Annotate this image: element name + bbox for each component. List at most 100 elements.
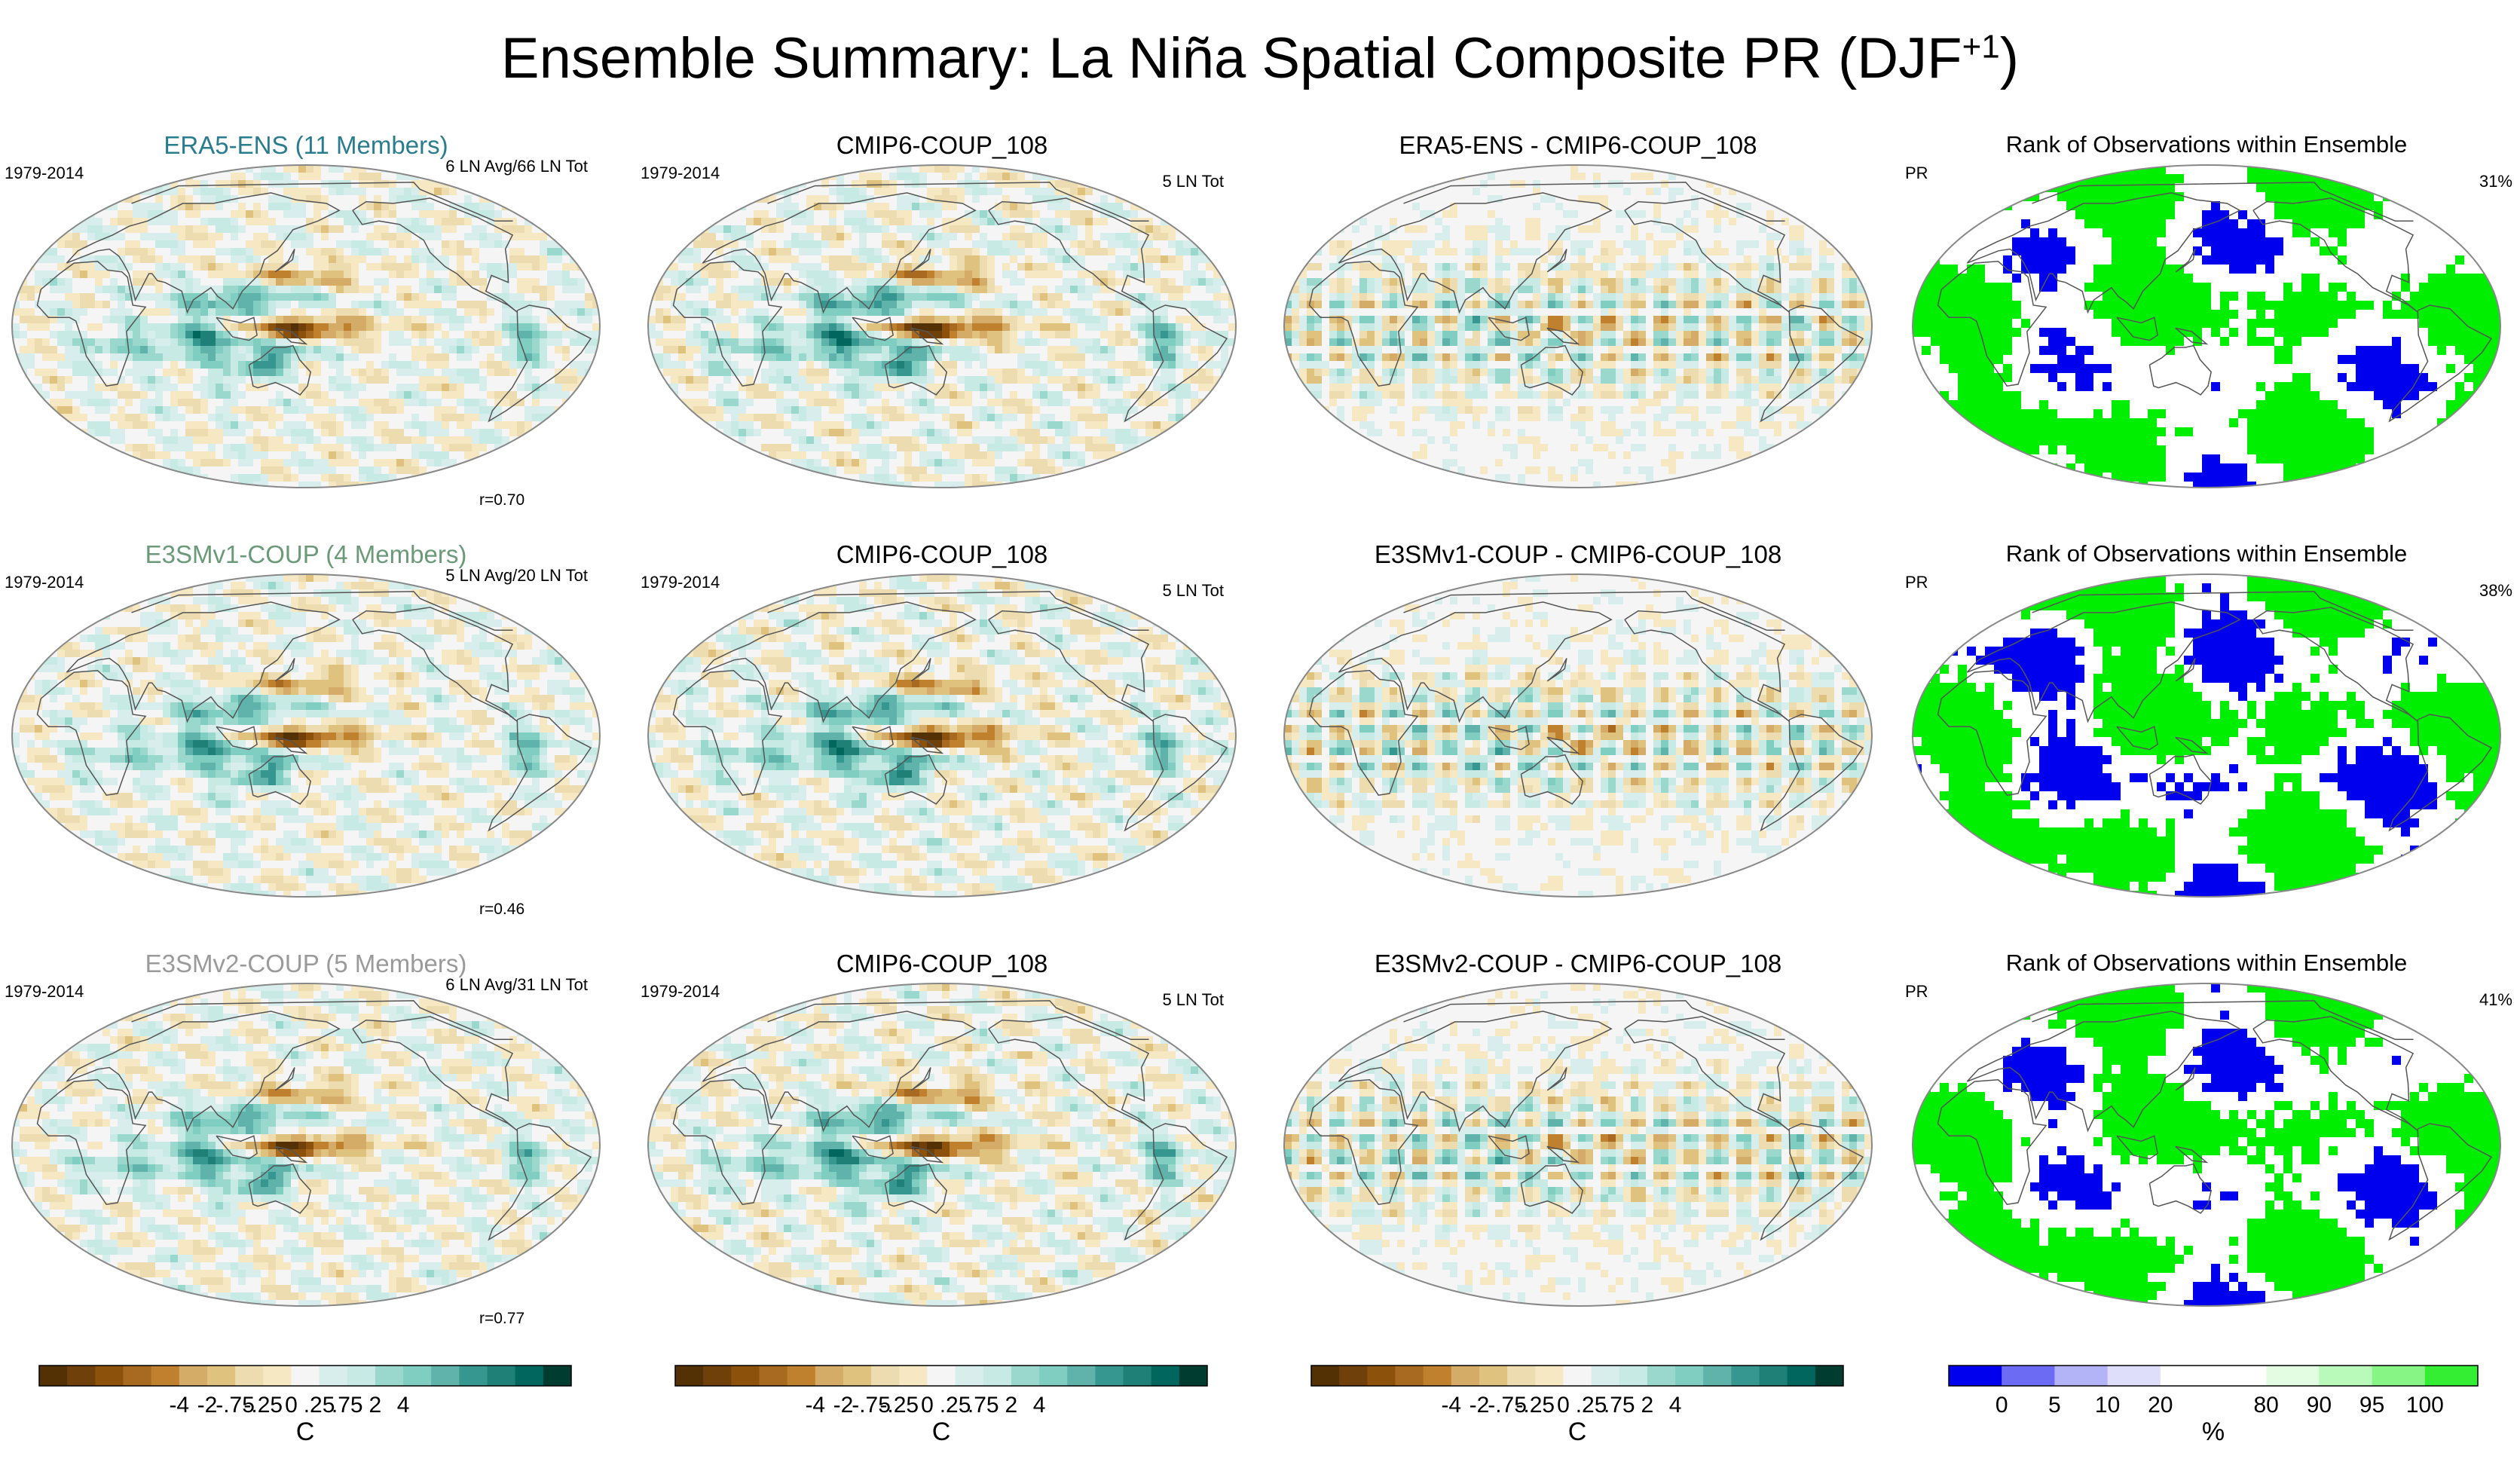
panel-r3-c4-coastline-8: [2175, 1067, 2196, 1091]
panel-r2-c4-coastline-3: [1966, 601, 2241, 723]
panel-r1-c1-left-label: 1979-2014: [5, 164, 84, 183]
panel-r1-c4-coastline-7: [2175, 327, 2209, 345]
panel-r2-c1-coastline-1: [488, 714, 592, 832]
panel-r1-c1-right-label: 6 LN Avg/66 LN Tot: [136, 157, 588, 176]
rank-colorbar-label-1: 5: [2009, 1393, 2099, 1418]
panel-r3-c4-left-label: PR: [1905, 982, 1928, 1002]
panel-r2-c3-coastline-6: [1488, 726, 1530, 751]
panel-r1-c3-coastline-6: [1488, 317, 1530, 341]
panel-r2-c1-correlation: r=0.46: [479, 901, 524, 919]
panel-r1-c1-coastline-1: [488, 304, 592, 423]
panel-r2-c3-map-outline: [1283, 573, 1873, 898]
diverging-colorbar-3-unit: C: [1306, 1418, 1849, 1447]
panel-r3-c4-coastline-6: [2116, 1135, 2158, 1160]
panel-r3-c1-map-outline: [11, 983, 601, 1307]
panel-r1-c2-coastline-8: [910, 249, 931, 273]
panel-r1-c2-coastline-2: [672, 261, 783, 387]
panel-r1-c3-coastline-1: [1760, 304, 1864, 423]
diverging-colorbar-1-label-2: -.75: [190, 1393, 280, 1418]
panel-r1-c1-coastline-6: [216, 317, 258, 341]
panel-r3-c2-coastline-3: [702, 1011, 977, 1133]
diverging-colorbar-1-label-3: -.25: [218, 1393, 308, 1418]
panel-r1-c2-map-outline: [647, 164, 1237, 488]
panel-r2-c3-coastline-1: [1760, 714, 1864, 832]
panel-r3-c1-coastline-8: [274, 1067, 295, 1091]
diverging-colorbar-3-label-8: 4: [1630, 1393, 1720, 1418]
panel-r1-c4-title: Rank of Observations within Ensemble: [1830, 131, 2520, 158]
panel-r3-c2-coastline-4: [884, 1163, 948, 1214]
panel-r3-c2-coastline-0: [988, 1016, 1154, 1131]
panel-r3-c3-coastline-7: [1546, 1145, 1580, 1164]
figure-title: Ensemble Summary: La Niña Spatial Compos…: [0, 26, 2520, 91]
panel-r2-c4-coastline-5: [2032, 591, 2414, 631]
panel-r1-c1-coastline-2: [36, 261, 147, 387]
panel-r2-c3-coastline-3: [1338, 601, 1613, 723]
panel-r2-c3-title: E3SMv1-COUP - CMIP6-COUP_108: [1201, 540, 1955, 569]
panel-r1-c1-coastline-5: [131, 182, 513, 222]
panel-r2-c3-field: [1284, 574, 1872, 897]
diverging-colorbar-1-label-7: 2: [330, 1393, 421, 1418]
panel-r3-c3-coastline-5: [1403, 1000, 1785, 1040]
panel-r2-c4-coastline-4: [2148, 754, 2213, 805]
panel-r2-c3-coastline-0: [1624, 607, 1791, 722]
figure-title-text: Ensemble Summary: La Niña Spatial Compos…: [501, 26, 1962, 90]
panel-r1-c1-coastline-7: [274, 327, 308, 345]
panel-r3-c4-coastline-1: [2388, 1123, 2493, 1241]
panel-r1-c2-coastline-4: [884, 344, 948, 396]
panel-r2-c1-coastline-3: [66, 601, 341, 723]
diverging-colorbar-1-label-6: .75: [302, 1393, 393, 1418]
panel-r1-c4-coastline-3: [1966, 192, 2241, 314]
panel-r1-c4-coastline-1: [2388, 304, 2493, 423]
panel-r2-c2-coastline-7: [910, 736, 944, 754]
panel-r1-c2-coastline-7: [910, 327, 944, 345]
diverging-colorbar-2-label-7: 2: [966, 1393, 1057, 1418]
panel-r2-c1-map-outline: [11, 573, 601, 898]
panel-r2-c1-coastline-8: [274, 658, 295, 682]
panel-r1-c1-coastline-4: [248, 344, 312, 396]
panel-r1-c2-coastline-3: [702, 192, 977, 314]
panel-r3-c3-map-outline: [1283, 983, 1873, 1307]
diverging-colorbar-2-label-0: -4: [770, 1393, 861, 1418]
diverging-colorbar-2-label-8: 4: [994, 1393, 1084, 1418]
panel-r3-c1-correlation: r=0.77: [479, 1310, 524, 1328]
panel-r1-c3-coastline-4: [1520, 344, 1584, 396]
panel-r3-c2-coastline-1: [1124, 1123, 1228, 1241]
panel-r2-c2-title: CMIP6-COUP_108: [565, 540, 1319, 569]
panel-r3-c1-coastline-4: [248, 1163, 312, 1214]
panel-r1-c3-coastline-8: [1546, 249, 1567, 273]
rank-colorbar-label-2: 10: [2063, 1393, 2153, 1418]
panel-r1-c3-title: ERA5-ENS - CMIP6-COUP_108: [1201, 131, 1955, 160]
diverging-colorbar-1-label-4: 0: [246, 1393, 336, 1418]
panel-r1-c3-coastline-7: [1546, 327, 1580, 345]
rank-colorbar-label-4: 80: [2221, 1393, 2311, 1418]
panel-r1-c4-coastline-4: [2148, 344, 2213, 396]
panel-r3-c3-coastline-1: [1760, 1123, 1864, 1241]
panel-r3-c3-coastline-0: [1624, 1016, 1791, 1131]
panel-r2-c1-coastline-7: [274, 736, 308, 754]
rank-colorbar-label-3: 20: [2115, 1393, 2206, 1418]
panel-r3-c2-map-outline: [647, 983, 1237, 1307]
rank-colorbar-label-5: 90: [2274, 1393, 2364, 1418]
panel-r1-c4-right-label: 31%: [2060, 172, 2512, 191]
panel-r1-c2-coastline-5: [767, 182, 1149, 222]
panel-r1-c1-coastline-8: [274, 249, 295, 273]
diverging-colorbar-3-label-1: -2: [1434, 1393, 1525, 1418]
panel-r1-c2-right-label: 5 LN Tot: [772, 172, 1224, 191]
panel-r3-c4-coastline-7: [2175, 1145, 2209, 1164]
panel-r2-c1-coastline-4: [248, 754, 312, 805]
panel-r3-c4-map-outline: [1912, 983, 2501, 1307]
panel-r2-c1-coastline-6: [216, 726, 258, 751]
rank-colorbar-label-6: 95: [2327, 1393, 2418, 1418]
panel-r3-c1-coastline-7: [274, 1145, 308, 1164]
diverging-colorbar-3-label-4: 0: [1518, 1393, 1608, 1418]
diverging-colorbar-1-label-0: -4: [134, 1393, 225, 1418]
panel-r2-c2-coastline-3: [702, 601, 977, 723]
diverging-colorbar-3-label-7: 2: [1602, 1393, 1693, 1418]
panel-r1-c4-coastline-5: [2032, 182, 2414, 222]
panel-r1-c2-left-label: 1979-2014: [641, 164, 720, 183]
panel-r2-c1-right-label: 5 LN Avg/20 LN Tot: [136, 566, 588, 586]
diverging-colorbar-2-label-5: .25: [910, 1393, 1001, 1418]
panel-r2-c3-coastline-5: [1403, 591, 1785, 631]
panel-r3-c1-coastline-6: [216, 1135, 258, 1160]
